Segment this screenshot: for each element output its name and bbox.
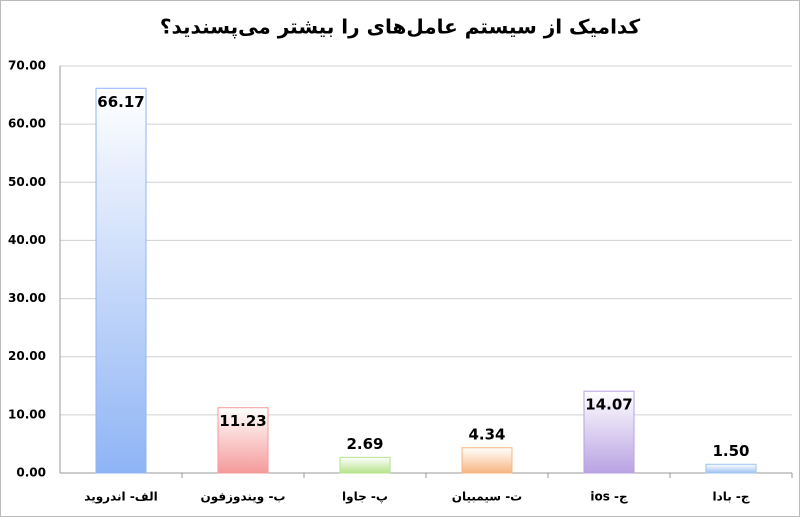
value-label: 2.69	[346, 435, 383, 453]
y-tick-label: 50.00	[8, 175, 46, 189]
bar	[583, 390, 635, 474]
value-label: 1.50	[712, 442, 749, 460]
x-tick-label: ب- ویندوزفون	[200, 490, 285, 505]
x-tick-label: ج- ios	[590, 490, 628, 504]
chart-title: کدامیک از سیستم عامل‌های را بیشتر می‌پسن…	[160, 15, 641, 40]
x-tick-label: ت- سیمبیان	[452, 490, 523, 504]
y-tick-label: 60.00	[8, 117, 46, 131]
value-label: 11.23	[219, 412, 266, 430]
y-tick-label: 20.00	[8, 349, 46, 363]
y-tick-label: 10.00	[8, 407, 46, 421]
bar	[95, 87, 147, 474]
y-tick-label: 30.00	[8, 291, 46, 305]
value-label: 4.34	[468, 425, 505, 443]
value-label: 14.07	[585, 396, 632, 414]
y-tick-label: 0.00	[16, 466, 46, 480]
bar	[461, 447, 513, 474]
bar	[705, 463, 757, 474]
value-label: 66.17	[97, 93, 144, 111]
x-tick-label: ج- بادا	[712, 490, 749, 504]
x-tick-label: الف- اندروید	[84, 490, 157, 505]
y-tick-label: 70.00	[8, 59, 46, 73]
bar	[339, 456, 391, 474]
y-tick-label: 40.00	[8, 233, 46, 247]
bar	[217, 407, 269, 474]
x-tick-label: پ- جاوا	[342, 490, 388, 505]
